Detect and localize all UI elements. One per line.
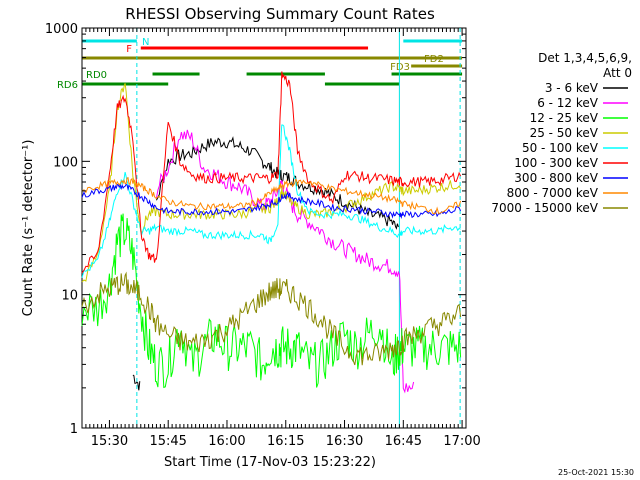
series-line-8 [81,271,462,366]
y-tick-label: 1000 [45,22,78,37]
legend-header-line-2: Att 0 [603,66,632,80]
y-tick-label: 10 [61,289,78,304]
x-tick-label: 16:30 [326,434,363,449]
x-axis-label: Start Time (17-Nov-03 15:23:22) [164,455,376,470]
x-axis: 15:30 15:45 16:00 16:15 16:30 16:45 17:00 [81,28,481,449]
flag-label-n: N [142,37,149,48]
y-axis-label: Count Rate (s⁻¹ detector⁻¹) [21,140,36,317]
series-line-6 [81,183,462,219]
flag-bars: NF FD2 FD3 RD0 RD6 [57,37,463,91]
legend-label: 100 - 300 keV [514,156,598,170]
legend-label: 25 - 50 keV [530,126,599,140]
legend-label: 12 - 25 keV [530,111,599,125]
flag-label-fd2: FD2 [424,54,444,65]
flag-label-rd6: RD6 [57,80,78,91]
legend-label: 300 - 800 keV [514,171,598,185]
series-lines [81,71,462,394]
flag-label-f: F [126,44,132,55]
series-line-5 [81,71,462,274]
series-line-7 [81,177,462,215]
x-tick-label: 15:45 [149,434,186,449]
y-tick-label: 1 [70,422,78,437]
series-line-4 [81,124,461,278]
legend-label: 800 - 7000 keV [507,186,599,200]
x-tick-label: 15:30 [91,434,128,449]
x-tick-label: 17:00 [443,434,480,449]
footer-date: 25-Oct-2021 15:30 [558,468,634,477]
series-line-1 [155,129,415,394]
x-tick-label: 16:45 [385,434,422,449]
legend-label: 6 - 12 keV [537,96,599,110]
x-tick-label: 16:15 [267,434,304,449]
legend-label: 7000 - 15000 keV [491,201,598,215]
legend-label: 50 - 100 keV [522,141,599,155]
y-tick-label: 100 [53,155,78,170]
legend-header-line-1: Det 1,3,4,5,6,9, [538,51,632,65]
flag-label-rd0: RD0 [86,70,107,81]
legend-label: 3 - 6 keV [545,81,599,95]
chart-title: RHESSI Observing Summary Count Rates [125,5,435,23]
flag-label-fd3: FD3 [390,62,410,73]
series-line-0 [155,136,399,230]
series-line-0 [132,374,141,391]
y-axis: 1 10 100 1000 [45,22,466,437]
x-tick-label: 16:00 [208,434,245,449]
